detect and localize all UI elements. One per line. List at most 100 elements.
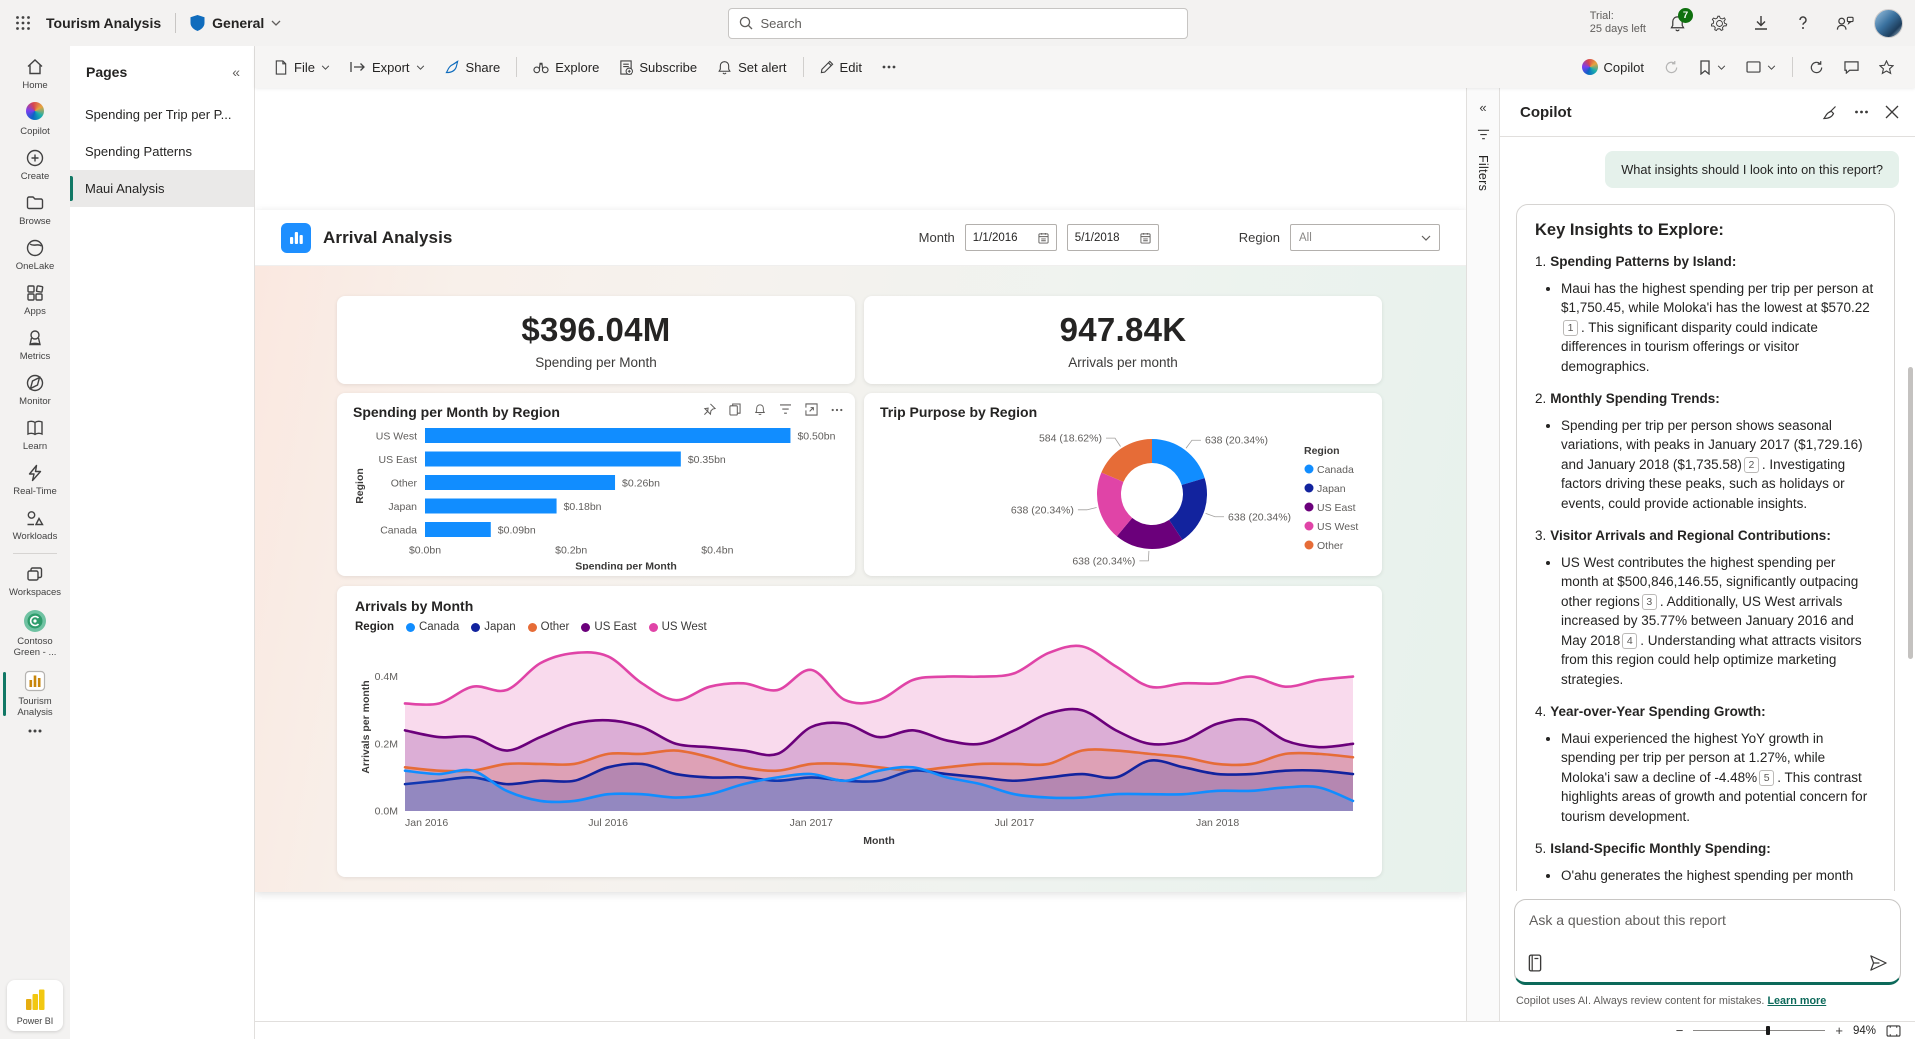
citation-4[interactable]: 4 [1622, 632, 1638, 649]
filters-funnel-icon[interactable] [1477, 129, 1490, 141]
area-chart-card[interactable]: Arrivals by Month Region Canada Japan Other… [337, 586, 1382, 877]
donut-slice-us-east[interactable] [1116, 517, 1183, 549]
send-icon[interactable] [1869, 954, 1888, 972]
sidebar-item-create[interactable]: Create [0, 143, 70, 188]
donut-slice-us-west[interactable] [1097, 472, 1133, 537]
bar-canada[interactable] [425, 522, 491, 537]
global-search-input[interactable]: Search [727, 7, 1188, 39]
focus-mode-icon[interactable] [805, 403, 818, 416]
citation-1[interactable]: 1 [1563, 319, 1578, 336]
donut-chart[interactable]: 638 (20.34%) 638 (20.34%) 638 (20.34%) 638 … [880, 420, 1366, 572]
more-options-icon[interactable] [1854, 110, 1869, 114]
workspace-switcher[interactable]: General [190, 15, 281, 31]
donut-slice-japan[interactable] [1169, 478, 1207, 540]
fit-to-page-icon[interactable] [1886, 1024, 1901, 1037]
more-icon[interactable] [831, 408, 843, 412]
subscribe-button[interactable]: Subscribe [610, 54, 706, 81]
sidebar-item-tourism[interactable]: Tourism Analysis [0, 664, 70, 724]
area-line-canada[interactable] [403, 765, 1355, 804]
explore-button[interactable]: Explore [524, 54, 608, 81]
sidebar-item-monitor[interactable]: Monitor [0, 368, 70, 413]
filters-pane-label[interactable]: Filters [1476, 155, 1490, 192]
area-line-japan[interactable] [403, 759, 1355, 786]
alert-icon[interactable] [754, 403, 766, 416]
copy-icon[interactable] [729, 403, 741, 416]
date-to-input[interactable]: 5/1/2018 [1066, 224, 1159, 251]
sidebar-item-more[interactable] [0, 724, 70, 739]
sidebar-item-browse[interactable]: Browse [0, 188, 70, 233]
copilot-scrollbar[interactable] [1908, 367, 1913, 659]
filter-icon[interactable] [779, 404, 792, 415]
legend-item-us-west[interactable]: US West [648, 621, 707, 633]
bar-other[interactable] [425, 475, 616, 490]
citation-3[interactable]: 3 [1641, 593, 1657, 610]
comments-button[interactable] [1835, 54, 1868, 80]
legend-item-canada[interactable]: Canada [405, 621, 459, 633]
file-menu-button[interactable]: File [265, 54, 339, 81]
sidebar-item-metrics[interactable]: Metrics [0, 323, 70, 368]
notifications-button[interactable]: 7 [1660, 6, 1694, 40]
share-button[interactable]: Share [436, 54, 510, 81]
bar-us-east[interactable] [425, 451, 681, 467]
zoom-slider[interactable] [1693, 1026, 1826, 1035]
more-options-button[interactable] [873, 59, 905, 75]
area-line-us-east[interactable] [403, 707, 1355, 757]
donut-chart-card[interactable]: Trip Purpose by Region 638 (20.34%) 638 (… [864, 393, 1382, 576]
citation-5[interactable]: 5 [1759, 769, 1775, 786]
download-button[interactable] [1744, 6, 1778, 40]
page-item-1[interactable]: Spending Patterns [85, 144, 192, 159]
donut-slice-other[interactable] [1101, 439, 1152, 482]
donut-slice-canada[interactable] [1152, 439, 1205, 486]
close-icon[interactable] [1885, 105, 1899, 119]
kpi-arrivals-card[interactable]: 947.84K Arrivals per month [864, 296, 1382, 384]
notebook-icon[interactable] [1527, 954, 1543, 972]
sidebar-item-onelake[interactable]: OneLake [0, 233, 70, 278]
area-line-us-west[interactable] [403, 644, 1355, 707]
region-dropdown[interactable]: All [1290, 224, 1440, 251]
expand-filters-button[interactable]: « [1479, 100, 1487, 115]
bar-chart-card[interactable]: Spending per Month by Region [337, 393, 855, 576]
new-chat-broom-icon[interactable] [1821, 104, 1838, 121]
area-line-other[interactable] [403, 748, 1355, 773]
help-button[interactable] [1786, 6, 1820, 40]
feedback-button[interactable] [1828, 6, 1862, 40]
pin-icon[interactable] [703, 403, 716, 416]
learn-more-link[interactable]: Learn more [1767, 995, 1827, 1007]
date-from-input[interactable]: 1/1/2016 [964, 224, 1057, 251]
reset-view-button[interactable] [1655, 54, 1688, 81]
edit-button[interactable]: Edit [811, 54, 871, 81]
page-item-0[interactable]: Spending per Trip per P... [85, 107, 232, 122]
sidebar-item-realtime[interactable]: Real-Time [0, 458, 70, 503]
area-chart[interactable]: 0.0M 0.2M 0.4M Arrivals per month Jan 2016 Ju… [355, 635, 1364, 849]
legend-item-japan[interactable]: Japan [471, 621, 516, 633]
settings-button[interactable] [1702, 6, 1736, 40]
legend-item-us-east[interactable]: US East [581, 621, 637, 633]
sidebar-item-apps[interactable]: Apps [0, 278, 70, 323]
favorite-button[interactable] [1870, 54, 1903, 81]
sidebar-item-home[interactable]: Home [0, 52, 70, 97]
sidebar-item-workspaces[interactable]: Workspaces [0, 559, 70, 604]
view-menu-button[interactable] [1737, 55, 1785, 79]
bar-us-west[interactable] [425, 428, 791, 443]
bar-japan[interactable] [425, 498, 557, 514]
refresh-button[interactable] [1800, 54, 1833, 81]
copilot-toolbar-button[interactable]: Copilot [1573, 53, 1653, 81]
citation-2[interactable]: 2 [1743, 456, 1759, 473]
bookmarks-button[interactable] [1690, 54, 1735, 81]
zoom-slider-handle[interactable] [1765, 1026, 1770, 1035]
page-item-2[interactable]: Maui Analysis [70, 170, 254, 207]
zoom-in-button[interactable]: + [1835, 1022, 1843, 1038]
sidebar-item-copilot[interactable]: Copilot [0, 97, 70, 143]
sidebar-item-contoso[interactable]: Contoso Green - ... [0, 604, 70, 664]
app-launcher-button[interactable] [0, 0, 46, 46]
copilot-question-input[interactable]: Ask a question about this report [1514, 899, 1901, 985]
power-bi-logo[interactable]: Power BI [7, 980, 63, 1031]
bar-chart[interactable]: Region US West $0.50bn US East $0.35bn Other $… [353, 420, 839, 570]
user-avatar[interactable] [1874, 8, 1903, 38]
zoom-out-button[interactable]: − [1675, 1022, 1684, 1038]
legend-item-other[interactable]: Other [527, 621, 569, 633]
sidebar-item-learn[interactable]: Learn [0, 413, 70, 458]
set-alert-button[interactable]: Set alert [708, 54, 795, 81]
collapse-pages-button[interactable]: « [232, 64, 240, 80]
sidebar-item-workloads[interactable]: Workloads [0, 503, 70, 548]
